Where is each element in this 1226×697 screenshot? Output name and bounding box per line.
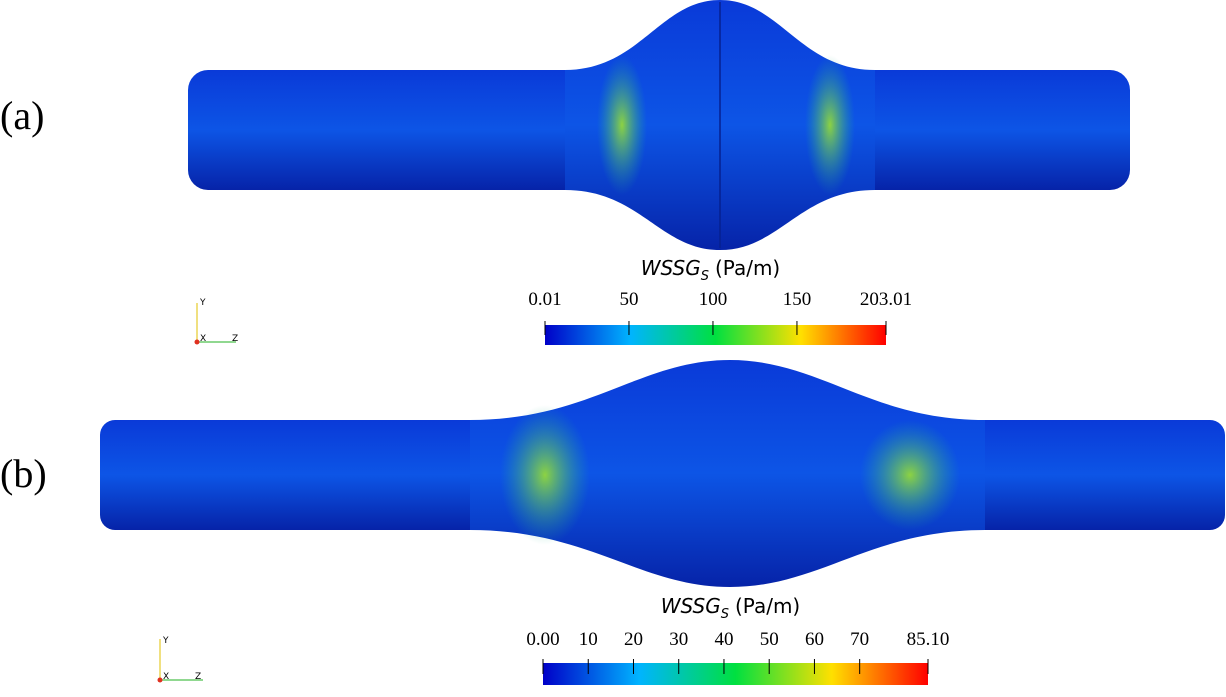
axes-triad-a bbox=[194, 303, 236, 345]
colorbar bbox=[545, 325, 886, 345]
axis-y-label: Y bbox=[199, 298, 206, 308]
tick-label: 85.10 bbox=[907, 629, 950, 650]
tick-label: 30 bbox=[669, 629, 688, 650]
colorbar-title: WSSGS (Pa/m) bbox=[641, 256, 780, 284]
title-sub: S bbox=[701, 269, 709, 284]
tick-label: 20 bbox=[624, 629, 643, 650]
axis-x-label: X bbox=[200, 334, 206, 344]
tick-label: 203.01 bbox=[860, 289, 912, 310]
axis-z-label: Z bbox=[195, 672, 201, 682]
tick-label: 70 bbox=[850, 629, 869, 650]
axes-triad-b bbox=[157, 639, 203, 683]
title-main: WSSG bbox=[641, 256, 701, 280]
axis-y-label: Y bbox=[162, 636, 169, 646]
tick-label: 50 bbox=[760, 629, 779, 650]
tick-label: 100 bbox=[699, 289, 728, 310]
title-sub: S bbox=[721, 607, 729, 622]
tick-label: 60 bbox=[805, 629, 824, 650]
axis-z-label: Z bbox=[232, 334, 238, 344]
tick-label: 40 bbox=[714, 629, 733, 650]
title-main: WSSG bbox=[661, 594, 721, 618]
title-unit: (Pa/m) bbox=[715, 256, 780, 280]
panel-label: (b) bbox=[0, 451, 47, 496]
panel-label: (a) bbox=[0, 93, 44, 138]
tick-label: 10 bbox=[579, 629, 598, 650]
colorbar-title: WSSGS (Pa/m) bbox=[661, 594, 800, 622]
vessel-a bbox=[188, 0, 1130, 250]
tick-label: 0.00 bbox=[526, 629, 559, 650]
colorbar bbox=[543, 663, 928, 685]
tick-label: 50 bbox=[619, 289, 638, 310]
vessel-b bbox=[100, 360, 1225, 587]
tick-label: 150 bbox=[783, 289, 812, 310]
tick-label: 0.01 bbox=[528, 289, 561, 310]
title-unit: (Pa/m) bbox=[735, 594, 800, 618]
axis-x-label: X bbox=[163, 672, 169, 682]
